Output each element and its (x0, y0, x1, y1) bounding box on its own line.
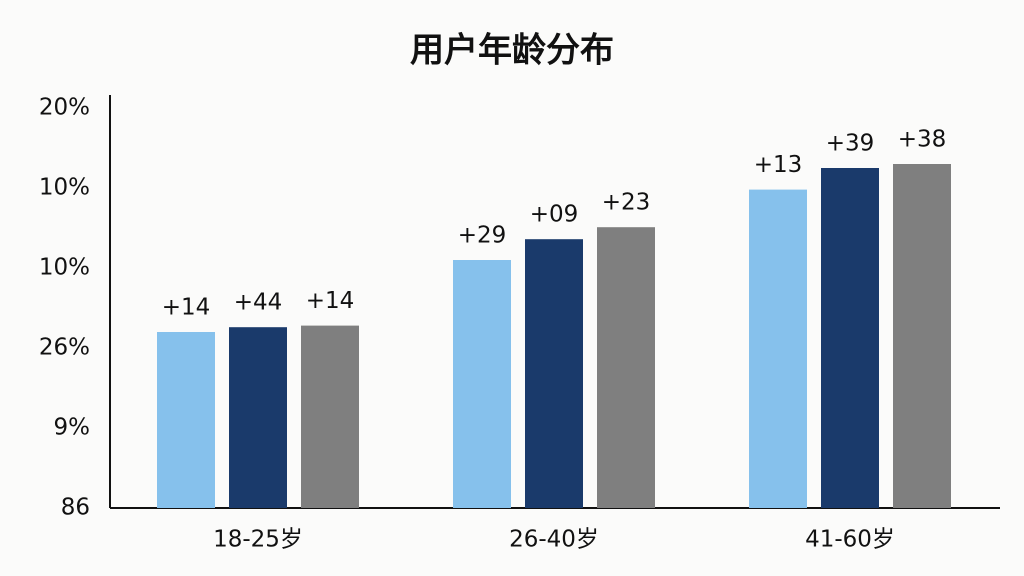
bar (821, 168, 879, 508)
data-label: +44 (234, 290, 283, 316)
data-label: +39 (826, 131, 875, 157)
y-tick-label: 20% (39, 95, 90, 121)
bar (453, 260, 511, 508)
y-tick-label: 26% (39, 335, 90, 361)
bar (229, 327, 287, 508)
data-label: +14 (306, 288, 355, 314)
x-tick-label: 18-25岁 (213, 527, 303, 553)
bar (301, 325, 359, 508)
bar (157, 332, 215, 508)
bar (597, 227, 655, 508)
y-tick-label: 9% (54, 415, 91, 441)
bar (749, 189, 807, 508)
y-tick-label: 10% (39, 175, 90, 201)
bar (525, 239, 583, 508)
data-label: +13 (754, 152, 803, 178)
chart-title: 用户年龄分布 (410, 31, 614, 71)
data-label: +09 (530, 202, 579, 228)
y-tick-label: 10% (39, 255, 90, 281)
data-label: +23 (602, 190, 651, 216)
x-tick-label: 26-40岁 (509, 527, 599, 553)
data-label: +29 (458, 223, 507, 249)
data-label: +14 (162, 295, 211, 321)
y-tick-label: 86 (61, 495, 90, 521)
x-tick-label: 41-60岁 (805, 527, 895, 553)
data-label: +38 (898, 127, 947, 153)
bar (893, 164, 951, 508)
